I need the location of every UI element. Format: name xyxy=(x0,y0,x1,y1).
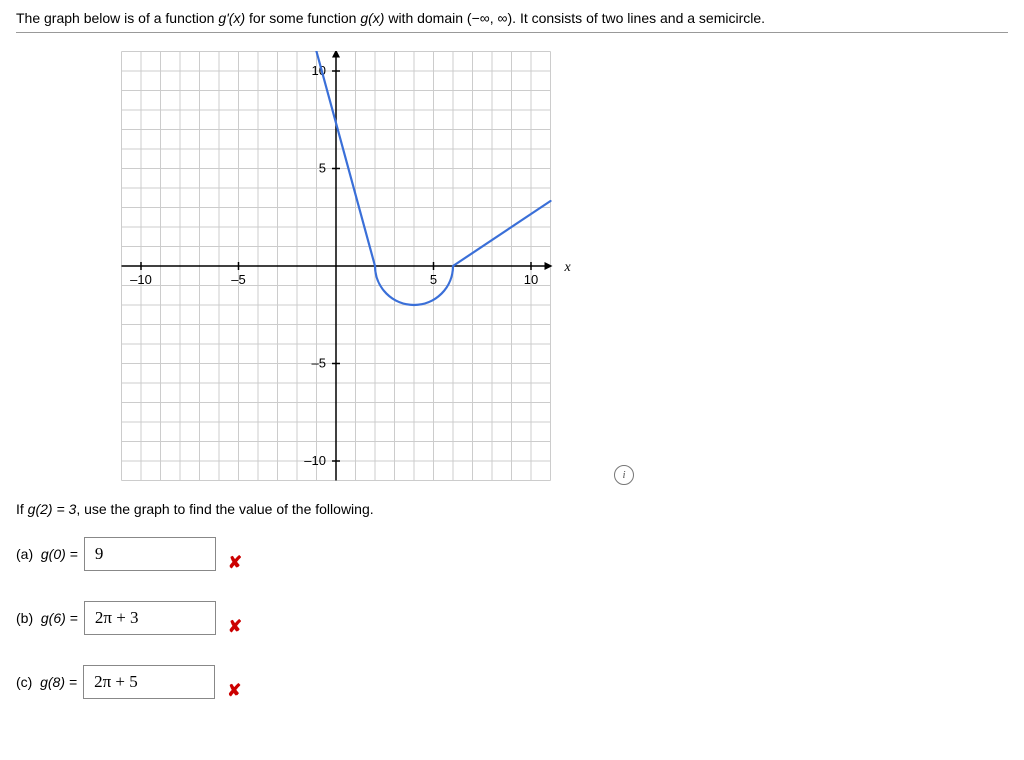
svg-text:–10: –10 xyxy=(304,453,326,468)
svg-text:5: 5 xyxy=(430,272,437,287)
problem-fn2: g(x) xyxy=(360,10,384,26)
svg-text:–10: –10 xyxy=(130,272,152,287)
wrong-icon: ✘ xyxy=(227,681,241,701)
answer-label: (a) g(0) = xyxy=(16,546,78,562)
answer-input[interactable]: 2π + 5 xyxy=(83,665,215,699)
answer-input[interactable]: 2π + 3 xyxy=(84,601,216,635)
answer-label: (c) g(8) = xyxy=(16,674,77,690)
svg-text:–5: –5 xyxy=(312,356,326,371)
chart-container: –10–5510–10–5510xy i xyxy=(96,51,616,481)
answer-row: (c) g(8) = 2π + 5 ✘ xyxy=(16,665,1008,699)
svg-text:x: x xyxy=(564,260,572,275)
problem-text-b: for some function xyxy=(245,10,360,26)
answer-row: (b) g(6) = 2π + 3 ✘ xyxy=(16,601,1008,635)
problem-fn1: g'(x) xyxy=(218,10,245,26)
problem-statement: The graph below is of a function g'(x) f… xyxy=(16,10,1008,33)
svg-text:10: 10 xyxy=(524,272,538,287)
answer-label: (b) g(6) = xyxy=(16,610,78,626)
svg-text:5: 5 xyxy=(319,161,326,176)
chart: –10–5510–10–5510xy xyxy=(96,51,576,481)
subprompt: If g(2) = 3, use the graph to find the v… xyxy=(16,501,1008,517)
answers-block: (a) g(0) = 9 ✘ (b) g(6) = 2π + 3 ✘ (c) g(8) = 2… xyxy=(16,537,1008,699)
wrong-icon: ✘ xyxy=(228,553,242,573)
info-icon[interactable]: i xyxy=(614,465,634,485)
wrong-icon: ✘ xyxy=(228,617,242,637)
problem-text-c: with domain (−∞, ∞). It consists of two … xyxy=(384,10,765,26)
problem-text-a: The graph below is of a function xyxy=(16,10,218,26)
svg-text:–5: –5 xyxy=(231,272,245,287)
answer-input[interactable]: 9 xyxy=(84,537,216,571)
answer-row: (a) g(0) = 9 ✘ xyxy=(16,537,1008,571)
